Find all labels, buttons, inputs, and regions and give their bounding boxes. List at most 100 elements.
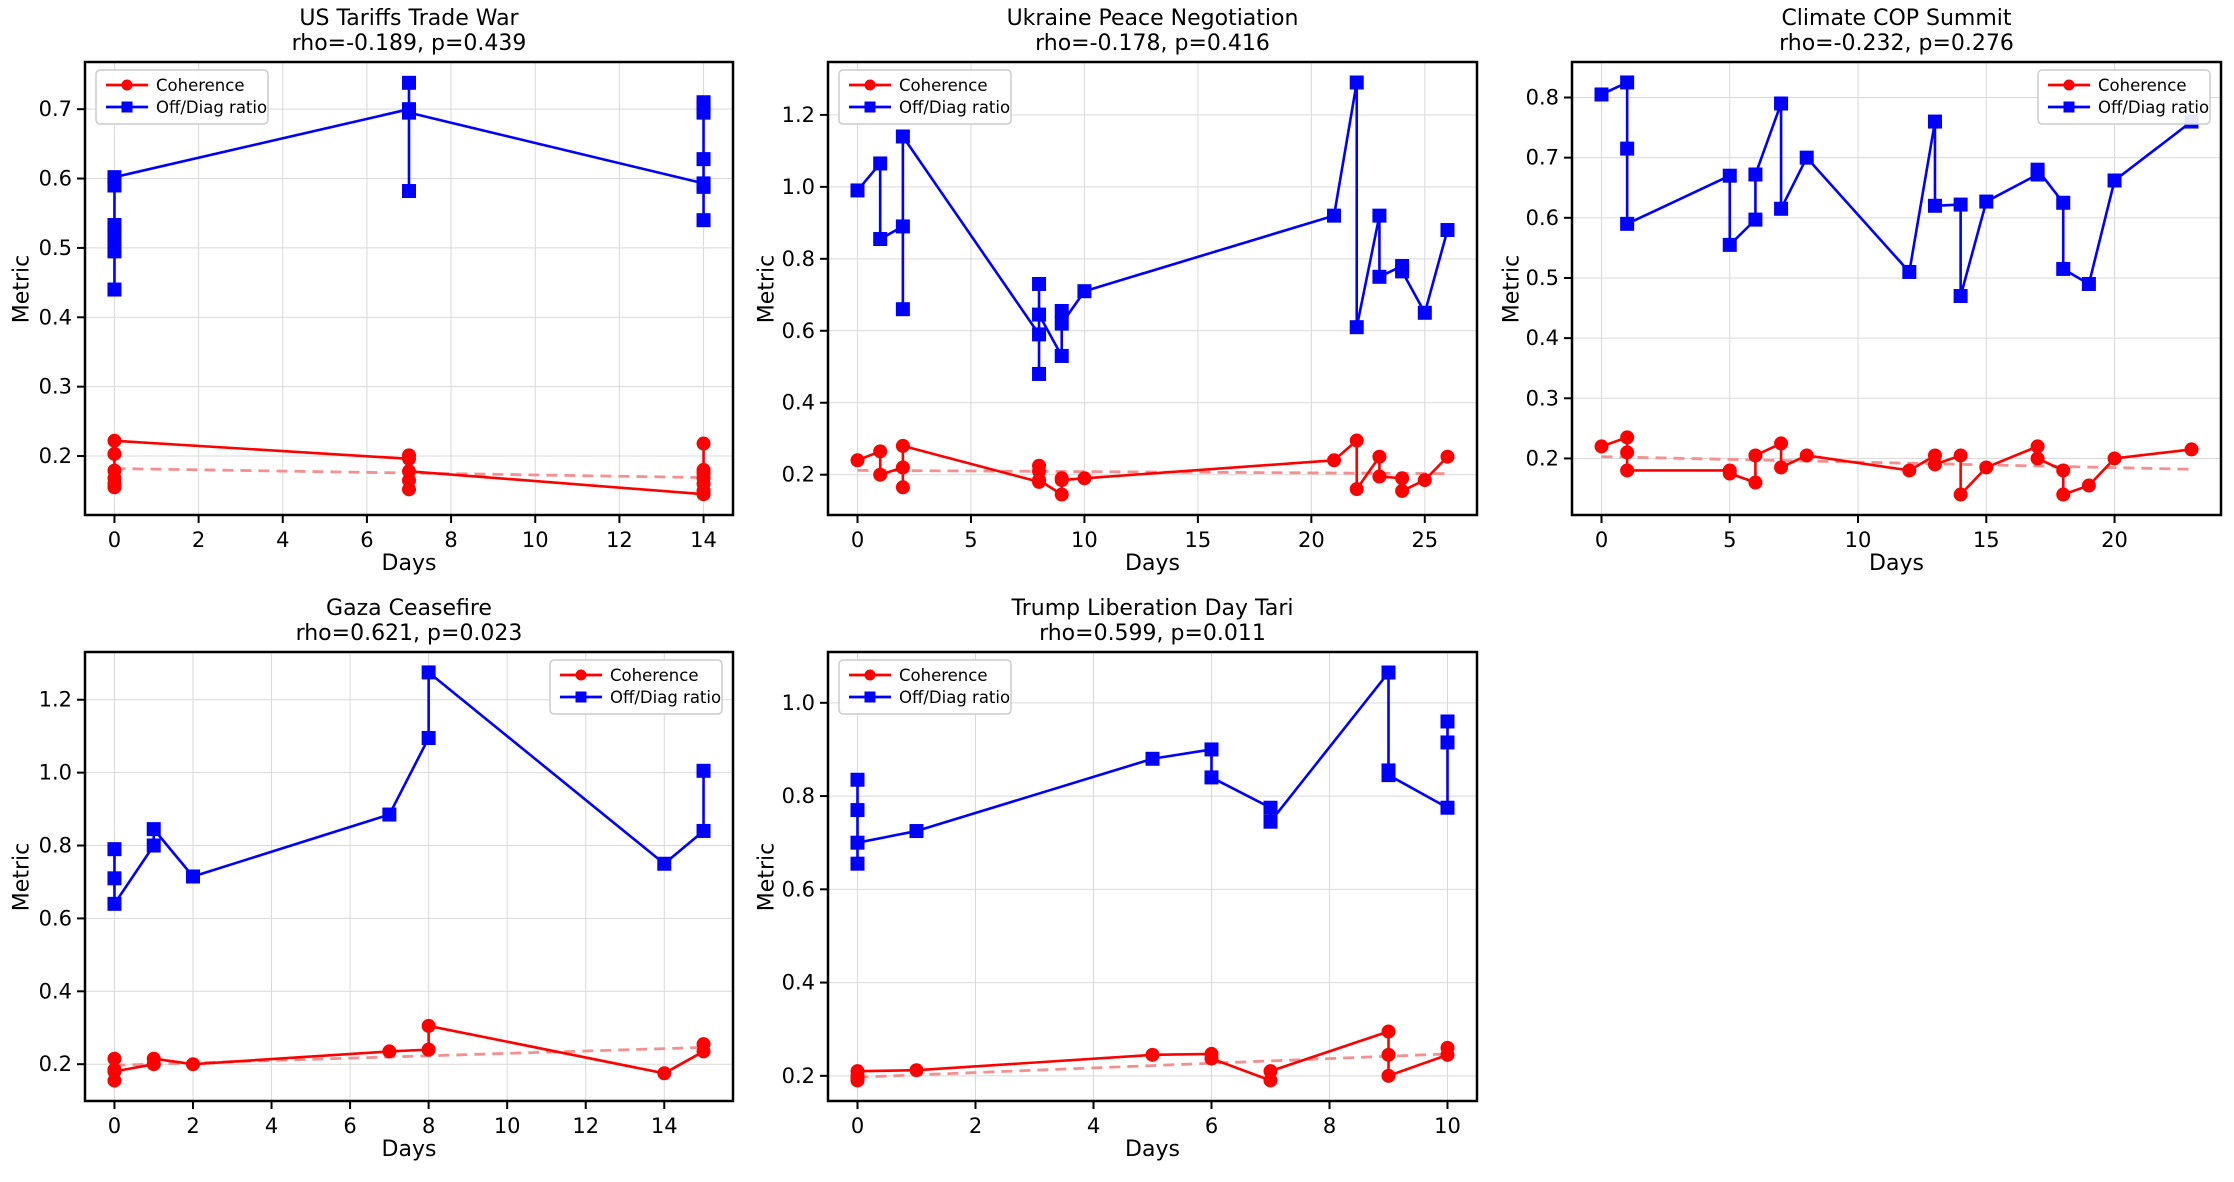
chart-svg: 0 2 4 6 8 10 0.2 0.4 0.6 0.8 1.0 Coherence Off/Diag … xyxy=(782,650,1479,1138)
y-tick-label: 0.4 xyxy=(1526,326,1559,350)
data-point-marker xyxy=(1722,237,1737,252)
data-point-marker xyxy=(1417,473,1432,488)
x-tick-label: 10 xyxy=(494,1114,521,1138)
x-tick-label: 0 xyxy=(108,528,121,552)
legend-square-marker xyxy=(864,101,876,113)
data-point-marker xyxy=(146,838,161,853)
data-point-marker xyxy=(895,438,910,453)
x-tick-label: 0 xyxy=(851,1114,864,1138)
y-tick-label: 0.7 xyxy=(39,97,72,121)
y-tick-label: 0.6 xyxy=(1526,206,1559,230)
y-tick-label: 0.6 xyxy=(782,319,815,343)
data-point-marker xyxy=(146,1051,161,1066)
data-point-marker xyxy=(696,152,711,167)
y-tick-label: 0.4 xyxy=(39,979,72,1003)
data-point-marker xyxy=(850,453,865,468)
chart-title-line2: rho=0.599, p=0.011 xyxy=(1039,621,1266,646)
data-point-marker xyxy=(657,1066,672,1081)
chart-svg: 0 2 4 6 8 10 12 14 0.2 0.3 0.4 0.5 0.6 0.7 Coherence Of… xyxy=(39,60,735,552)
data-point-marker xyxy=(382,1044,397,1059)
chart-title-line1: Gaza Ceasefire xyxy=(326,596,492,621)
data-point-marker xyxy=(1748,475,1763,490)
data-point-marker xyxy=(1381,768,1396,783)
y-tick-label: 0.3 xyxy=(1526,386,1559,410)
legend-box xyxy=(95,69,269,125)
data-point-marker xyxy=(1395,483,1410,498)
data-point-marker xyxy=(1927,198,1942,213)
data-point-marker xyxy=(2107,173,2122,188)
data-point-marker xyxy=(1032,327,1047,342)
legend-circle-marker xyxy=(864,669,876,681)
data-point-marker xyxy=(1902,264,1917,279)
data-point-marker xyxy=(107,896,122,911)
data-point-marker xyxy=(696,763,711,778)
x-axis-label: Days xyxy=(381,551,437,576)
data-point-marker xyxy=(1953,289,1968,304)
data-point-marker xyxy=(1620,216,1635,231)
y-tick-label: 0.2 xyxy=(1526,446,1559,470)
x-tick-label: 15 xyxy=(1185,528,1212,552)
x-tick-label: 25 xyxy=(1411,528,1438,552)
x-tick-label: 0 xyxy=(851,528,864,552)
y-tick-label: 0.5 xyxy=(1526,266,1559,290)
data-point-marker xyxy=(1774,96,1789,111)
data-point-marker xyxy=(2081,478,2096,493)
data-point-marker xyxy=(873,156,888,171)
x-tick-label: 8 xyxy=(422,1114,435,1138)
data-point-marker xyxy=(1953,197,1968,212)
data-point-marker xyxy=(696,179,711,194)
y-tick-label: 1.0 xyxy=(782,691,815,715)
data-point-marker xyxy=(1054,316,1069,331)
data-point-marker xyxy=(2107,451,2122,466)
data-point-marker xyxy=(1054,487,1069,502)
data-point-marker xyxy=(421,1018,436,1033)
x-tick-label: 6 xyxy=(1205,1114,1218,1138)
data-point-marker xyxy=(909,1063,924,1078)
trend-line xyxy=(857,468,1448,476)
x-tick-label: 0 xyxy=(1595,528,1608,552)
y-tick-label: 0.4 xyxy=(782,971,815,995)
legend-box xyxy=(549,659,723,715)
data-point-marker xyxy=(1372,269,1387,284)
data-point-marker xyxy=(1204,770,1219,785)
x-tick-label: 14 xyxy=(651,1114,678,1138)
axes-spines xyxy=(1570,60,2223,517)
data-point-marker xyxy=(1979,194,1994,209)
data-point-marker xyxy=(1349,75,1364,90)
data-point-marker xyxy=(1594,439,1609,454)
data-point-marker xyxy=(1381,1024,1396,1039)
data-point-marker xyxy=(1263,1064,1278,1079)
legend-box xyxy=(838,69,1012,125)
data-point-marker xyxy=(107,218,122,233)
data-point-marker xyxy=(1032,473,1047,488)
data-point-marker xyxy=(421,731,436,746)
x-tick-label: 6 xyxy=(343,1114,356,1138)
data-point-marker xyxy=(107,1064,122,1079)
chart-svg: 0 5 10 15 20 0.2 0.3 0.4 0.5 0.6 0.7 0.8 Coherence Of… xyxy=(1526,60,2223,552)
data-point-marker xyxy=(2081,276,2096,291)
legend-label: Off/Diag ratio xyxy=(156,98,267,117)
y-tick-label: 0.2 xyxy=(39,1052,72,1076)
data-point-marker xyxy=(850,803,865,818)
y-tick-label: 0.6 xyxy=(782,877,815,901)
data-point-marker xyxy=(873,444,888,459)
chart-title-line1: US Tariffs Trade War xyxy=(299,6,519,31)
data-point-marker xyxy=(1620,75,1635,90)
data-point-marker xyxy=(186,1057,200,1072)
y-tick-label: 0.8 xyxy=(1526,85,1559,109)
data-point-marker xyxy=(1979,460,1994,475)
y-tick-label: 0.3 xyxy=(39,375,72,399)
legend-circle-marker xyxy=(575,669,587,681)
data-point-marker xyxy=(850,835,865,850)
data-point-marker xyxy=(402,184,416,199)
x-axis-label: Days xyxy=(1869,551,1924,576)
data-point-marker xyxy=(1927,114,1942,129)
chart-title: Trump Liberation Day Tari rho=0.599, p=0… xyxy=(1012,596,1294,646)
y-tick-label: 1.2 xyxy=(39,688,72,712)
data-point-marker xyxy=(1748,212,1763,227)
data-point-marker xyxy=(1620,430,1635,445)
data-point-marker xyxy=(2184,442,2199,457)
data-point-marker xyxy=(1204,742,1219,757)
data-point-marker xyxy=(873,467,888,482)
